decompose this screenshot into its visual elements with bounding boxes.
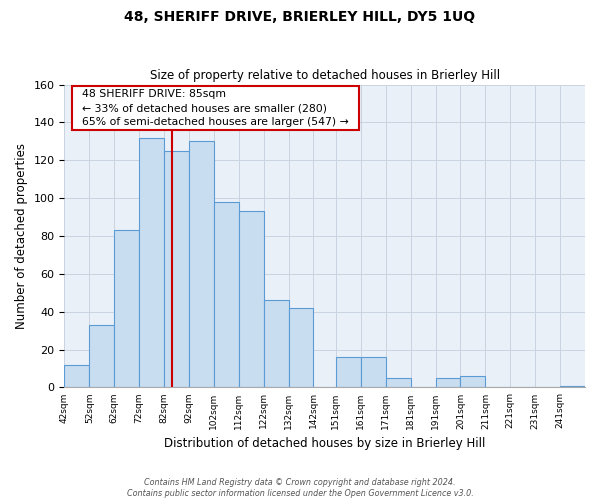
Bar xyxy=(189,142,214,388)
Bar xyxy=(164,151,189,388)
Text: 48 SHERIFF DRIVE: 85sqm
  ← 33% of detached houses are smaller (280)
  65% of se: 48 SHERIFF DRIVE: 85sqm ← 33% of detache… xyxy=(75,89,356,127)
Bar xyxy=(139,138,164,388)
X-axis label: Distribution of detached houses by size in Brierley Hill: Distribution of detached houses by size … xyxy=(164,437,485,450)
Text: 48, SHERIFF DRIVE, BRIERLEY HILL, DY5 1UQ: 48, SHERIFF DRIVE, BRIERLEY HILL, DY5 1U… xyxy=(124,10,476,24)
Bar xyxy=(436,378,460,388)
Text: Contains HM Land Registry data © Crown copyright and database right 2024.
Contai: Contains HM Land Registry data © Crown c… xyxy=(127,478,473,498)
Bar xyxy=(114,230,139,388)
Bar xyxy=(214,202,239,388)
Bar xyxy=(64,364,89,388)
Bar xyxy=(289,308,313,388)
Bar xyxy=(560,386,585,388)
Title: Size of property relative to detached houses in Brierley Hill: Size of property relative to detached ho… xyxy=(149,69,500,82)
Y-axis label: Number of detached properties: Number of detached properties xyxy=(15,143,28,329)
Bar xyxy=(89,325,114,388)
Bar xyxy=(336,357,361,388)
Bar xyxy=(460,376,485,388)
Bar xyxy=(263,300,289,388)
Bar xyxy=(239,212,263,388)
Bar xyxy=(361,357,386,388)
Bar xyxy=(386,378,410,388)
